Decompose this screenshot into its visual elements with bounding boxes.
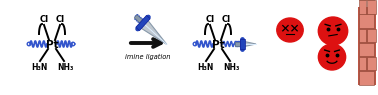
Bar xyxy=(358,57,366,70)
Bar xyxy=(359,71,374,85)
Bar xyxy=(359,15,374,28)
Text: imine ligation: imine ligation xyxy=(125,54,171,60)
Text: Cl: Cl xyxy=(39,15,48,24)
Text: Cl: Cl xyxy=(56,15,65,24)
Polygon shape xyxy=(235,42,242,46)
Polygon shape xyxy=(134,15,144,25)
Text: H₃N: H₃N xyxy=(31,63,47,72)
Bar xyxy=(358,29,366,42)
Text: Pt: Pt xyxy=(46,40,58,50)
Bar xyxy=(359,43,374,56)
Bar xyxy=(358,0,366,14)
Text: NH₃: NH₃ xyxy=(57,63,73,72)
Ellipse shape xyxy=(318,44,345,70)
Ellipse shape xyxy=(277,18,303,42)
Bar xyxy=(367,0,375,14)
Bar xyxy=(358,7,376,85)
Text: Cl: Cl xyxy=(222,15,231,24)
Polygon shape xyxy=(242,41,256,47)
Polygon shape xyxy=(139,19,167,44)
Polygon shape xyxy=(240,39,245,49)
Text: H₃N: H₃N xyxy=(197,63,213,72)
Polygon shape xyxy=(136,15,150,31)
Ellipse shape xyxy=(318,17,348,45)
Bar xyxy=(367,29,375,42)
Text: Pt: Pt xyxy=(212,40,224,50)
Bar xyxy=(367,57,375,70)
Text: NH₃: NH₃ xyxy=(223,63,239,72)
Text: Cl: Cl xyxy=(205,15,215,24)
